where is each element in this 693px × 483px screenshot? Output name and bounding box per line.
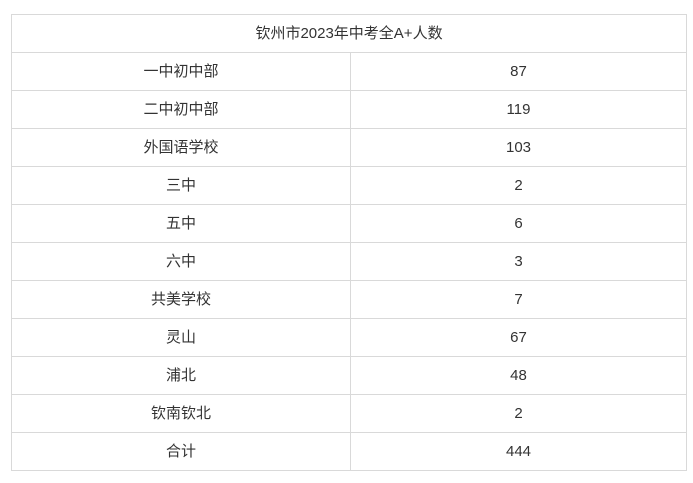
table-row: 浦北 48 — [11, 356, 688, 395]
table-row: 钦南钦北 2 — [11, 394, 688, 433]
count-cell: 48 — [349, 356, 688, 395]
school-name-cell: 外国语学校 — [11, 128, 351, 167]
table-row: 合计 444 — [11, 432, 688, 471]
table-row: 五中 6 — [11, 204, 688, 243]
table-row: 一中初中部 87 — [11, 52, 688, 91]
table-row: 灵山 67 — [11, 318, 688, 357]
count-cell: 87 — [349, 52, 688, 91]
table-row: 外国语学校 103 — [11, 128, 688, 167]
school-name-cell: 合计 — [11, 432, 351, 471]
school-name-cell: 一中初中部 — [11, 52, 351, 91]
count-cell: 2 — [349, 394, 688, 433]
table-title: 钦州市2023年中考全A+人数 — [10, 14, 688, 53]
school-name-cell: 六中 — [11, 242, 351, 281]
school-name-cell: 钦南钦北 — [11, 394, 351, 433]
table-row: 三中 2 — [11, 166, 688, 205]
school-name-cell: 五中 — [11, 204, 351, 243]
count-cell: 3 — [349, 242, 688, 281]
aplus-count-table: 钦州市2023年中考全A+人数 一中初中部 87 二中初中部 119 外国语学校… — [10, 14, 688, 471]
table-row: 二中初中部 119 — [11, 90, 688, 129]
count-cell: 103 — [349, 128, 688, 167]
school-name-cell: 共美学校 — [11, 280, 351, 319]
table-title-row: 钦州市2023年中考全A+人数 — [10, 14, 688, 53]
school-name-cell: 浦北 — [11, 356, 351, 395]
school-name-cell: 灵山 — [11, 318, 351, 357]
count-cell: 2 — [349, 166, 688, 205]
count-cell: 6 — [349, 204, 688, 243]
count-cell: 119 — [349, 90, 688, 129]
count-cell: 67 — [349, 318, 688, 357]
school-name-cell: 二中初中部 — [11, 90, 351, 129]
count-cell: 7 — [349, 280, 688, 319]
table-row: 六中 3 — [11, 242, 688, 281]
school-name-cell: 三中 — [11, 166, 351, 205]
count-cell: 444 — [349, 432, 688, 471]
table-row: 共美学校 7 — [11, 280, 688, 319]
